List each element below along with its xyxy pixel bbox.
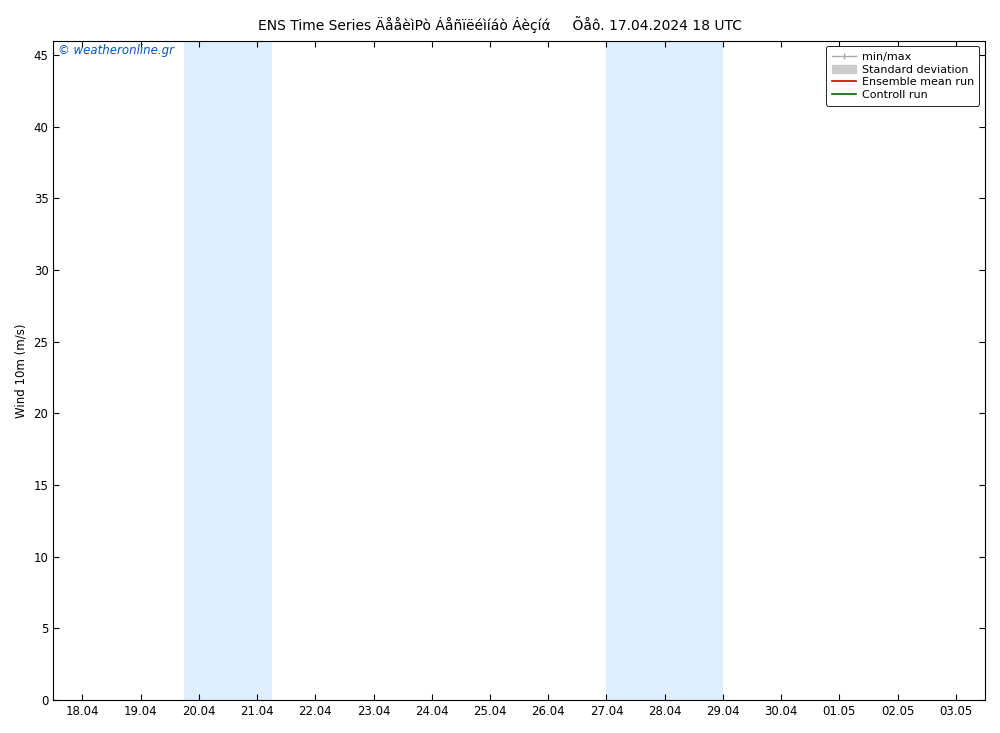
Bar: [184, 40, 272, 700]
Legend: min/max, Standard deviation, Ensemble mean run, Controll run: min/max, Standard deviation, Ensemble me…: [826, 46, 979, 106]
Bar: [606, 40, 723, 700]
Y-axis label: Wind 10m (m/s): Wind 10m (m/s): [15, 323, 28, 418]
Text: © weatheronline.gr: © weatheronline.gr: [58, 44, 174, 57]
Text: ENS Time Series ÄååèìPò Áåñïëéìíáò Áèçíά     Õåô. 17.04.2024 18 UTC: ENS Time Series ÄååèìPò Áåñïëéìíáò Áèçíά…: [258, 16, 742, 33]
